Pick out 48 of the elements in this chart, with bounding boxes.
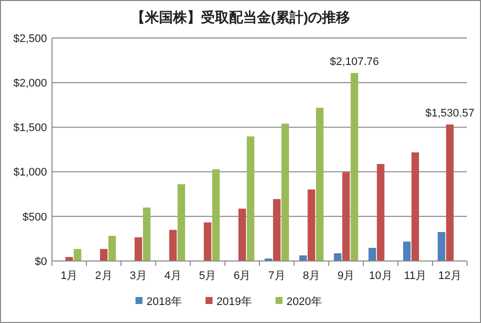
bar — [376, 164, 384, 261]
bar — [446, 124, 454, 261]
x-tick-label: 12月 — [438, 270, 462, 282]
bar — [334, 253, 342, 261]
bar — [273, 199, 281, 261]
bar — [316, 108, 324, 261]
x-tick-label: 9月 — [337, 270, 355, 282]
y-tick-label: $1,500 — [13, 122, 47, 134]
bar — [411, 152, 420, 261]
bar — [100, 248, 108, 261]
x-tick-label: 7月 — [268, 270, 286, 282]
x-tick-label: 8月 — [302, 270, 320, 282]
x-tick-label: 11月 — [404, 270, 426, 282]
bar — [108, 236, 116, 261]
bar — [212, 169, 220, 261]
bar — [308, 189, 316, 261]
x-tick-label: 10月 — [369, 270, 392, 282]
bar — [438, 232, 446, 261]
y-tick-label: $2,000 — [13, 77, 47, 90]
y-tick-label: $0 — [34, 256, 47, 268]
bar — [281, 124, 289, 261]
x-tick-label: 6月 — [234, 270, 251, 282]
legend-label: 2020年 — [286, 296, 322, 308]
bar — [134, 237, 142, 261]
bar — [342, 172, 350, 261]
x-tick-label: 1月 — [60, 270, 78, 282]
chart-title: 【米国株】受取配当金(累計)の推移 — [130, 9, 350, 25]
x-tick-label: 4月 — [164, 270, 182, 282]
bar — [403, 242, 411, 261]
y-tick-label: $1,000 — [13, 166, 47, 179]
bar — [169, 230, 177, 261]
bar — [238, 208, 246, 261]
bar — [246, 136, 254, 261]
y-tick-label: $2,500 — [13, 32, 47, 45]
bar — [74, 248, 82, 261]
bar — [142, 208, 150, 261]
bar — [204, 222, 212, 261]
y-tick-label: $500 — [22, 211, 47, 224]
data-label: $2,107.76 — [330, 56, 379, 68]
data-label: $1,530.57 — [425, 107, 474, 120]
legend-label: 2019年 — [216, 296, 252, 308]
bar — [350, 72, 358, 261]
x-tick-label: 5月 — [199, 270, 216, 282]
bar — [178, 184, 186, 261]
x-tick-label: 3月 — [130, 270, 147, 282]
x-tick-label: 2月 — [95, 270, 112, 282]
legend-label: 2018年 — [146, 296, 182, 308]
bar — [368, 248, 376, 261]
